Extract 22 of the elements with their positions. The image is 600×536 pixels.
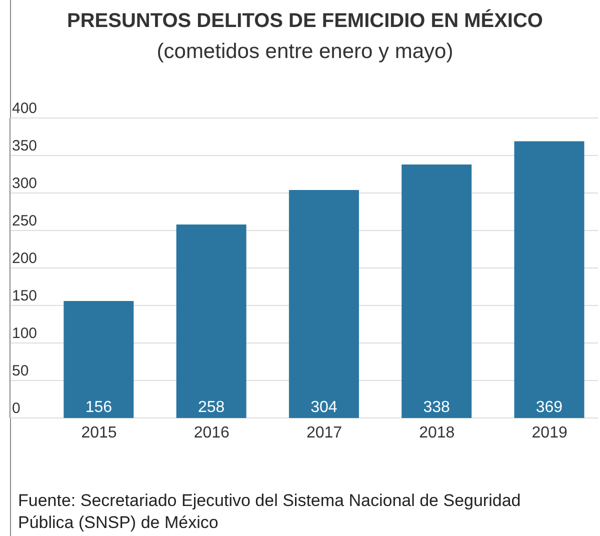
x-tick-label: 2016: [194, 424, 230, 442]
y-tick-label: 50: [12, 362, 29, 380]
y-tick-label: 300: [12, 175, 38, 192]
data-label: 258: [198, 399, 225, 416]
y-tick-label: 0: [12, 400, 20, 417]
chart-title: PRESUNTOS DELITOS DE FEMICIDIO EN MÉXICO: [66, 10, 544, 33]
data-label: 369: [536, 399, 563, 416]
data-label: 304: [310, 399, 338, 416]
x-tick-label: 2019: [532, 424, 568, 442]
source-note: Fuente: Secretariado Ejecutivo del Sistema Nacional de Seguridad Pública (SNSP) de México: [18, 490, 522, 534]
y-tick-label: 150: [12, 288, 38, 304]
y-tick-label: 350: [12, 138, 38, 154]
data-label: 156: [85, 399, 112, 416]
y-tick-label: 200: [12, 250, 38, 267]
x-tick-label: 2015: [81, 424, 117, 442]
x-tick-label: 2017: [306, 424, 342, 442]
chart-subtitle: (cometidos entre enero y mayo): [156, 40, 454, 64]
y-tick-label: 400: [12, 100, 38, 117]
y-tick-label: 100: [12, 325, 38, 342]
y-tick-label: 250: [12, 212, 38, 230]
data-label: 338: [423, 399, 450, 416]
x-tick-label: 2018: [419, 424, 455, 442]
